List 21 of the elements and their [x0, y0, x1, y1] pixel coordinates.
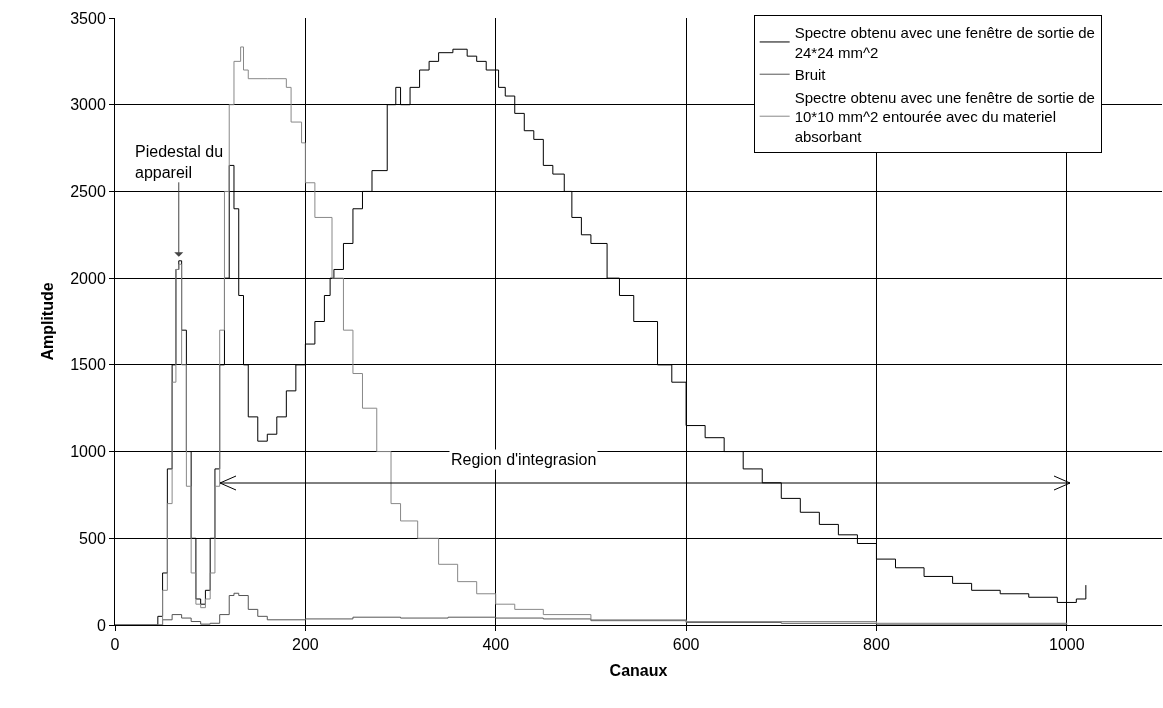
y-axis-title: Amplitude [39, 282, 57, 361]
y-tick-label: 2000 [70, 269, 106, 287]
legend-label: Spectre obtenu avec une fenêtre de sortie de 24*24 mm^2 [794, 24, 1095, 61]
y-tick-label: 1500 [70, 356, 106, 374]
x-tick-label: 200 [292, 636, 319, 654]
x-tick-label: 0 [110, 636, 120, 654]
x-tick-label: 800 [863, 636, 890, 654]
x-axis-title: Canaux [609, 661, 668, 679]
x-tick-label: 1000 [1049, 636, 1085, 654]
y-tick-label: 3000 [70, 96, 106, 114]
legend-label: Spectre obtenu avec une fenêtre de sortie de 10*10 mm^2 entourée avec du materiel absorbant [794, 88, 1095, 145]
x-tick-label: 400 [482, 636, 510, 654]
y-tick-label: 1000 [70, 443, 106, 461]
legend-label: Bruit [794, 66, 827, 84]
y-tick-label: 2500 [70, 183, 106, 201]
y-tick-label: 3500 [70, 9, 106, 27]
x-tick-label: 600 [672, 636, 700, 654]
y-tick-label: 0 [96, 616, 106, 634]
annotation: Region d'integrasion [451, 451, 597, 468]
annotation: Piedestal du appareil [135, 143, 224, 181]
y-tick-label: 500 [79, 529, 106, 547]
